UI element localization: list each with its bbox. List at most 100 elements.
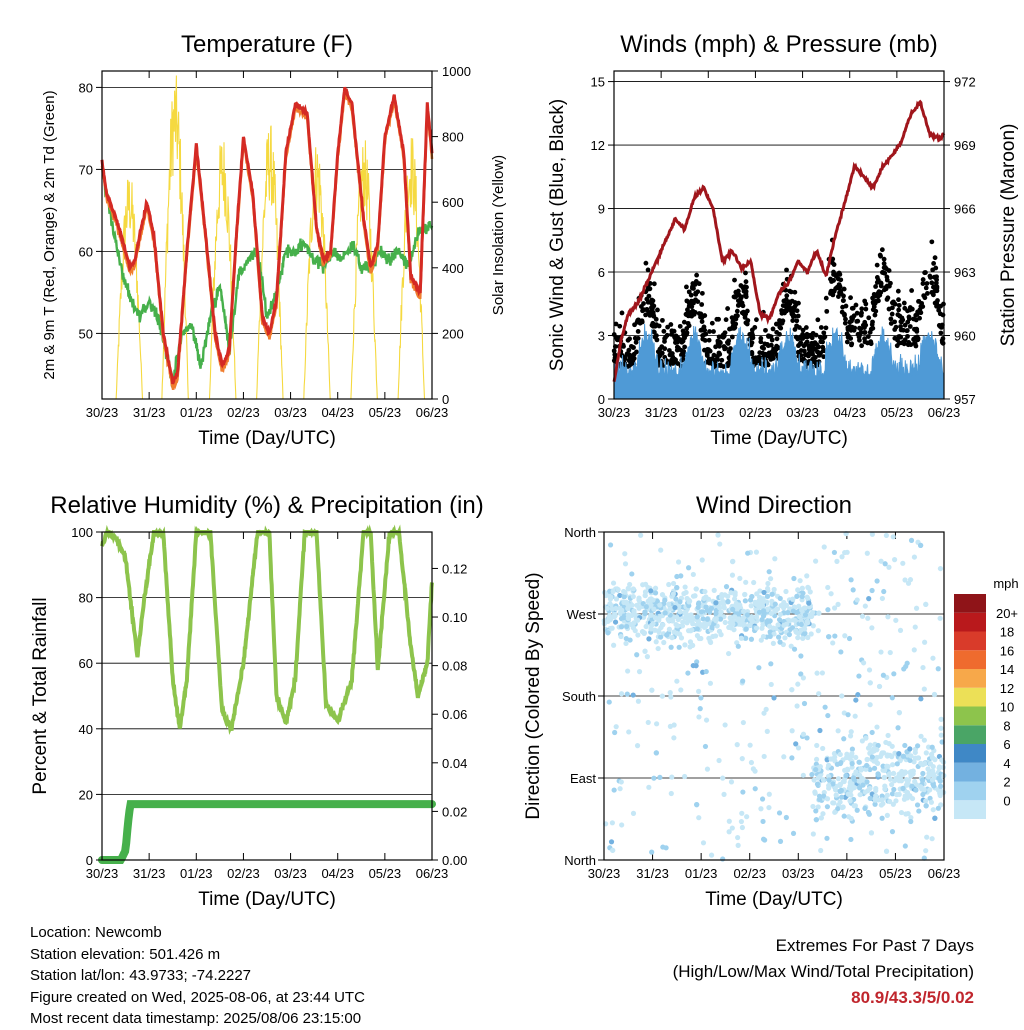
direction-point	[900, 785, 906, 791]
gust-point	[645, 299, 651, 305]
direction-point	[852, 713, 858, 719]
direction-point	[923, 848, 929, 854]
direction-point	[915, 755, 921, 761]
direction-point	[923, 803, 929, 809]
x-tick-label: 06/23	[928, 866, 961, 881]
direction-point	[717, 616, 724, 622]
gust-point	[932, 255, 938, 261]
direction-point	[845, 791, 851, 797]
direction-point	[666, 626, 673, 632]
direction-point	[772, 608, 779, 614]
direction-point	[850, 587, 856, 593]
gust-point	[713, 358, 718, 364]
gust-point	[938, 330, 944, 336]
direction-point	[813, 756, 820, 763]
gust-point	[860, 322, 866, 328]
gust-point	[924, 281, 930, 286]
direction-point	[878, 649, 884, 655]
direction-point	[667, 723, 673, 729]
gust-point	[732, 277, 737, 283]
direction-point	[824, 796, 831, 802]
solar-line-day-0	[115, 179, 144, 400]
direction-point	[798, 621, 804, 627]
gust-point	[800, 327, 806, 333]
gust-point	[685, 320, 691, 326]
direction-point	[685, 565, 692, 571]
direction-point	[766, 569, 772, 575]
direction-point	[713, 600, 719, 606]
direction-point	[812, 789, 818, 795]
gust-point	[722, 330, 728, 336]
gust-point	[677, 323, 683, 329]
direction-point	[916, 808, 922, 814]
gust-point	[928, 275, 933, 280]
direction-point	[651, 606, 657, 612]
direction-point	[790, 830, 797, 837]
direction-point	[867, 702, 873, 708]
direction-point	[652, 585, 659, 591]
direction-point	[656, 629, 662, 635]
x-tick-label: 01/23	[692, 405, 725, 420]
direction-point	[701, 624, 708, 631]
gust-point	[715, 338, 721, 344]
direction-point	[618, 779, 624, 785]
x-tick-label: 04/23	[321, 866, 354, 881]
direction-point	[703, 717, 710, 723]
direction-point	[842, 767, 848, 773]
direction-point	[751, 579, 757, 586]
gust-point	[934, 274, 939, 280]
direction-point	[874, 747, 880, 753]
direction-point	[758, 806, 764, 812]
direction-point	[636, 669, 643, 675]
gust-point	[758, 339, 764, 345]
x-tick-label: 30/23	[588, 866, 621, 881]
gust-point	[716, 316, 721, 322]
direction-point	[770, 640, 776, 646]
direction-point	[876, 683, 883, 690]
direction-point	[889, 781, 895, 788]
direction-point	[674, 585, 680, 591]
direction-point	[646, 636, 652, 642]
direction-point	[839, 693, 845, 699]
direction-point	[729, 572, 736, 578]
direction-point	[738, 635, 745, 641]
direction-point	[797, 578, 803, 584]
solar-line-day-1	[161, 75, 189, 400]
gust-point	[647, 286, 653, 292]
gust-point	[934, 288, 940, 294]
direction-point	[811, 777, 817, 783]
direction-point	[935, 666, 941, 672]
gust-point	[694, 279, 699, 285]
gust-point	[684, 326, 690, 331]
gust-point	[619, 310, 625, 316]
colorbar-title: mph	[993, 576, 1018, 591]
solar-line-day-5	[350, 140, 378, 400]
direction-point	[669, 774, 675, 780]
gust-point	[884, 277, 890, 283]
gust-point	[709, 356, 715, 362]
direction-point	[834, 558, 840, 564]
gust-point	[767, 333, 772, 339]
direction-point	[826, 783, 832, 789]
gust-point	[885, 295, 891, 301]
direction-point	[924, 834, 930, 840]
created-text: Figure created on Wed, 2025-08-06, at 23…	[30, 988, 365, 1006]
gust-point	[873, 293, 878, 299]
direction-point	[776, 810, 783, 816]
x-tick-label: 31/23	[133, 405, 166, 420]
x-tick-label: 04/23	[831, 866, 864, 881]
gust-point	[743, 289, 749, 294]
gust-point	[852, 325, 858, 331]
direction-point	[777, 611, 783, 618]
direction-point	[887, 798, 893, 805]
extremes-subtitle: (High/Low/Max Wind/Total Precipitation)	[672, 962, 974, 981]
gust-point	[699, 290, 705, 296]
direction-point	[838, 649, 844, 655]
direction-point	[931, 691, 938, 698]
direction-point	[636, 605, 642, 611]
gust-point	[918, 310, 924, 316]
direction-point	[743, 579, 749, 585]
direction-point	[920, 770, 926, 777]
gust-point	[759, 345, 765, 350]
gust-point	[695, 289, 701, 295]
